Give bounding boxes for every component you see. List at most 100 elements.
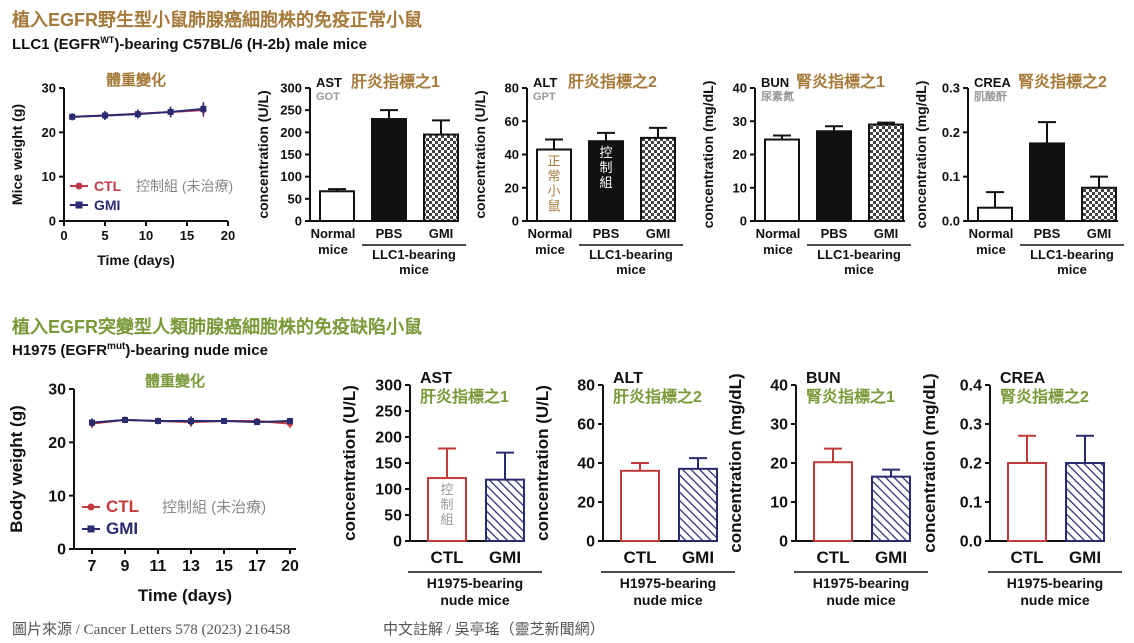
y-axis-label: concentration (mg/dL) <box>913 81 929 229</box>
chart-title: 體重變化 <box>145 372 205 390</box>
y-tick-label: 60 <box>577 417 595 434</box>
y-axis-label: concentration (mg/dL) <box>726 373 745 552</box>
data-point-gmi <box>221 418 227 424</box>
category-label: CTL <box>1010 548 1043 567</box>
y-tick-label: 0 <box>779 534 788 551</box>
panel-sublabel: GOT <box>316 91 340 103</box>
group-label: mice <box>399 262 429 277</box>
category-label: CTL <box>430 548 463 567</box>
category-label: Normal <box>969 226 1014 241</box>
legend-label-gmi: GMI <box>106 519 138 538</box>
y-tick-label: 50 <box>384 508 402 525</box>
category-label: GMI <box>875 548 907 567</box>
panel-title: 肝炎指標之2 <box>568 72 657 91</box>
y-tick-label: 10 <box>733 180 747 195</box>
category-label: GMI <box>429 226 454 241</box>
x-tick-label: 10 <box>139 228 153 243</box>
legend-marker-gmi <box>87 525 95 533</box>
panel-title: 腎炎指標之1 <box>806 387 895 406</box>
category-label: mice <box>976 242 1006 257</box>
data-point-gmi <box>69 113 76 120</box>
y-tick-label: 0.1 <box>960 495 982 512</box>
category-label: PBS <box>821 226 848 241</box>
y-tick-label: 20 <box>42 125 56 140</box>
chart-ast2: 0 50 100 150 200 250 300 concentration (U/L) CTL… <box>340 370 542 608</box>
x-tick-label: 5 <box>101 228 108 243</box>
x-tick-label: 17 <box>248 558 266 575</box>
category-label: GMI <box>1087 226 1112 241</box>
section2-title: 植入EGFR突變型人類肺腺癌細胞株的免疫缺陷小鼠 <box>12 317 422 337</box>
y-tick-label: 300 <box>375 378 402 395</box>
data-point-gmi <box>167 108 174 115</box>
bar-normal-mice <box>536 148 572 222</box>
data-point-gmi <box>200 105 207 112</box>
panel-label: CREA <box>1000 370 1046 387</box>
bar-note-char: 制 <box>440 497 453 512</box>
y-axis-label: concentration (U/L) <box>472 90 488 218</box>
y-tick-label: 0.2 <box>942 125 960 140</box>
bar-gmi <box>1081 186 1117 222</box>
y-tick-label: 150 <box>375 456 402 473</box>
y-tick-label: 80 <box>505 81 519 96</box>
y-tick-label: 20 <box>48 435 66 452</box>
legend-marker-ctl <box>87 503 95 511</box>
legend-note: 控制組 (未治療) <box>136 178 233 194</box>
y-tick-label: 40 <box>577 456 595 473</box>
group-label: mice <box>844 262 874 277</box>
category-label: GMI <box>489 548 521 567</box>
y-tick-label: 100 <box>280 169 302 184</box>
chart-w1: 0 10 20 30 Mice weight (g) 0 5 10 15 20 Time (days… <box>9 71 235 268</box>
group-label: nude mice <box>633 592 702 608</box>
group-label: nude mice <box>1020 592 1089 608</box>
panel-label: CREA <box>974 75 1011 90</box>
group-label: H1975-bearing <box>427 575 523 591</box>
x-tick-label: 11 <box>150 558 167 575</box>
y-tick-label: 0.2 <box>960 456 982 473</box>
bar-pbs <box>371 118 407 222</box>
y-axis-label: concentration (mg/dL) <box>920 373 939 552</box>
category-label: mice <box>763 242 793 257</box>
y-tick-label: 50 <box>288 191 302 206</box>
y-tick-label: 10 <box>48 488 66 505</box>
y-tick-label: 0.3 <box>942 81 960 96</box>
y-tick-label: 0 <box>512 214 519 229</box>
legend-label-gmi: GMI <box>94 197 120 213</box>
y-axis-label: concentration (U/L) <box>533 385 552 541</box>
y-tick-label: 0 <box>393 534 402 551</box>
bar-note-char: 控 <box>440 482 453 497</box>
panel-label: ALT <box>613 370 643 387</box>
group-label: H1975-bearing <box>813 575 909 591</box>
data-point-gmi <box>254 419 260 426</box>
bar-note-char: 常 <box>547 169 560 184</box>
panel-title: 腎炎指標之2 <box>1018 72 1107 91</box>
footer-source: 圖片來源 / Cancer Letters 578 (2023) 216458 <box>12 622 291 638</box>
section1-subtitle-sup: WT <box>100 35 115 45</box>
panel-sublabel: 尿素氮 <box>761 89 794 103</box>
y-tick-label: 0 <box>740 214 747 229</box>
y-tick-label: 10 <box>770 495 788 512</box>
bar-gmi <box>423 133 459 222</box>
group-label: LLC1-bearing <box>589 247 673 262</box>
y-tick-label: 250 <box>375 404 402 421</box>
group-label: H1975-bearing <box>620 575 716 591</box>
category-label: Normal <box>528 226 573 241</box>
panel-label: BUN <box>806 370 841 387</box>
bar-note-char: 正 <box>547 154 560 169</box>
y-tick-label: 40 <box>770 378 788 395</box>
y-tick-label: 0.3 <box>960 417 982 434</box>
category-label: GMI <box>646 226 671 241</box>
bar-normal-mice <box>977 206 1013 222</box>
bar-gmi <box>485 478 525 543</box>
category-label: mice <box>535 242 565 257</box>
y-tick-label: 0.1 <box>942 169 960 184</box>
y-tick-label: 200 <box>280 125 302 140</box>
chart-ast1: 0 50 100 150 200 250 300 concentration (U/L) Nor… <box>255 72 466 277</box>
y-tick-label: 30 <box>42 81 56 96</box>
data-point-gmi <box>89 419 95 426</box>
legend-label-ctl: CTL <box>106 497 139 516</box>
section1-subtitle-post: )-bearing C57BL/6 (H-2b) male mice <box>114 36 367 53</box>
data-point-gmi <box>155 418 161 424</box>
y-tick-label: 0 <box>295 214 302 229</box>
